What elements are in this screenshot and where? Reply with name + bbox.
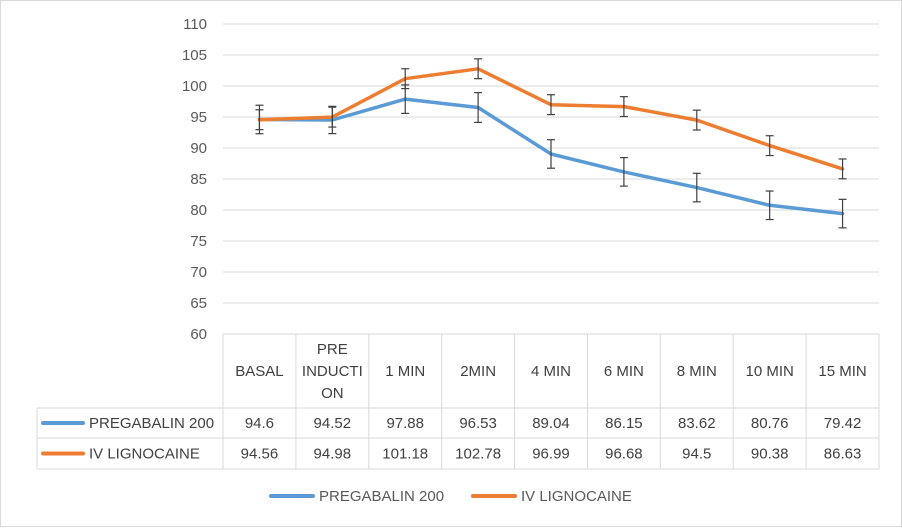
- table-value: 94.6: [245, 415, 274, 432]
- legend-label: PREGABALIN 200: [319, 488, 444, 505]
- category-label: 15 MIN: [818, 363, 866, 380]
- table-value: 101.18: [382, 446, 428, 463]
- y-tick-label: 85: [190, 171, 207, 188]
- table-value: 97.88: [386, 415, 424, 432]
- y-tick-label: 110: [183, 16, 207, 33]
- y-tick-label: 75: [190, 233, 207, 250]
- table-value: 89.04: [532, 415, 570, 432]
- table-value: 94.52: [314, 415, 352, 432]
- y-tick-label: 90: [190, 140, 207, 157]
- table-value: 79.42: [824, 415, 862, 432]
- table-value: 96.68: [605, 446, 643, 463]
- table-value: 83.62: [678, 415, 716, 432]
- y-tick-label: 65: [190, 295, 207, 312]
- y-tick-label: 70: [190, 264, 207, 281]
- category-label: 2MIN: [460, 363, 496, 380]
- category-label: 8 MIN: [677, 363, 717, 380]
- table-value: 94.5: [682, 446, 711, 463]
- category-label: ON: [321, 385, 344, 402]
- table-value: 94.98: [314, 446, 352, 463]
- table-value: 94.56: [241, 446, 279, 463]
- table-value: 102.78: [455, 446, 501, 463]
- legend-label: IV LIGNOCAINE: [521, 488, 632, 505]
- y-tick-label: 80: [190, 202, 207, 219]
- category-label: INDUCTI: [302, 363, 363, 380]
- table-value: 96.53: [459, 415, 497, 432]
- y-tick-label: 60: [190, 326, 207, 343]
- y-tick-label: 105: [182, 47, 207, 64]
- table-series-name: PREGABALIN 200: [89, 415, 214, 432]
- category-label: BASAL: [235, 363, 283, 380]
- table-value: 96.99: [532, 446, 570, 463]
- table-value: 80.76: [751, 415, 789, 432]
- table-value: 90.38: [751, 446, 789, 463]
- y-tick-label: 100: [182, 78, 207, 95]
- category-label: 1 MIN: [385, 363, 425, 380]
- category-label: 4 MIN: [531, 363, 571, 380]
- y-tick-label: 95: [190, 109, 207, 126]
- category-label: 10 MIN: [745, 363, 793, 380]
- table-value: 86.15: [605, 415, 643, 432]
- category-label: 6 MIN: [604, 363, 644, 380]
- table-series-name: IV LIGNOCAINE: [89, 446, 200, 463]
- table-value: 86.63: [824, 446, 862, 463]
- category-label: PRE: [317, 341, 348, 358]
